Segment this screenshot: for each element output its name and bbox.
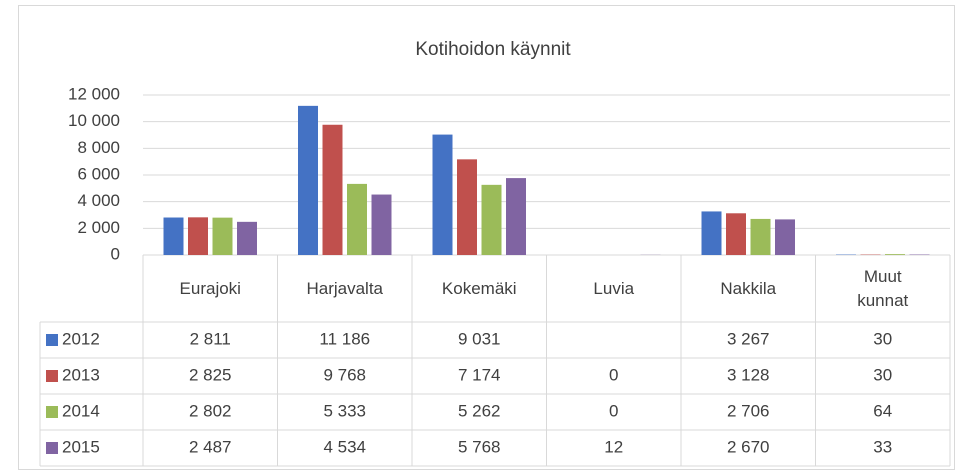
table-value: 33 <box>873 437 892 456</box>
bar <box>506 178 526 255</box>
category-label: Nakkila <box>720 278 777 298</box>
bar <box>457 159 477 255</box>
table-value: 3 128 <box>727 365 770 384</box>
category-label: Kokemäki <box>441 278 517 298</box>
bar <box>212 217 233 255</box>
table-value: 5 333 <box>323 401 366 420</box>
table-value: 5 768 <box>458 437 501 456</box>
bar <box>750 218 771 255</box>
y-tick-label: 10 000 <box>68 111 120 130</box>
y-tick-label: 0 <box>111 244 120 263</box>
table-value: 0 <box>609 401 618 420</box>
table-value: 2 706 <box>727 401 770 420</box>
legend-swatch <box>46 334 58 346</box>
bar <box>237 221 257 255</box>
table-value: 2 802 <box>189 401 232 420</box>
category-label: Muut kunnat <box>857 266 909 310</box>
bar <box>298 105 318 255</box>
table-value: 64 <box>873 401 892 420</box>
table-value: 11 186 <box>319 329 370 348</box>
bar <box>347 183 367 255</box>
table-value: 30 <box>873 329 892 348</box>
table-value: 2 825 <box>189 365 232 384</box>
legend-label: 2013 <box>62 365 100 384</box>
chart-title: Kotihoidon käynnit <box>415 39 571 60</box>
table-value: 9 768 <box>323 365 366 384</box>
bar <box>188 217 208 255</box>
table-value: 7 174 <box>458 365 501 384</box>
table-value: 2 811 <box>190 329 231 348</box>
bar <box>885 254 905 255</box>
bar <box>371 194 392 255</box>
legend-swatch <box>46 442 58 454</box>
table-value: 3 267 <box>727 329 770 348</box>
y-tick-label: 4 000 <box>77 191 120 210</box>
table-value: 5 262 <box>458 401 501 420</box>
category-label: Luvia <box>593 278 635 298</box>
table-value: 0 <box>609 365 618 384</box>
y-tick-label: 12 000 <box>68 84 120 103</box>
legend-label: 2014 <box>62 401 100 420</box>
bar <box>481 184 502 255</box>
legend-swatch <box>46 406 58 418</box>
legend-label: 2015 <box>62 437 100 456</box>
bar <box>775 219 795 255</box>
table-value: 30 <box>873 365 892 384</box>
table-value: 2 487 <box>189 437 232 456</box>
table-value: 2 670 <box>727 437 770 456</box>
bar <box>701 211 722 255</box>
table-value: 12 <box>604 437 623 456</box>
table-value: 9 031 <box>458 329 501 348</box>
table-value: 4 534 <box>323 437 366 456</box>
bar <box>322 124 343 255</box>
bar <box>432 134 453 255</box>
category-label: Harjavalta <box>306 278 384 298</box>
bar <box>163 217 184 255</box>
y-tick-label: 2 000 <box>77 218 120 237</box>
legend-swatch <box>46 370 58 382</box>
category-label: Eurajoki <box>179 278 241 298</box>
legend-label: 2012 <box>62 329 100 348</box>
y-tick-label: 6 000 <box>77 164 120 183</box>
bar <box>726 213 746 255</box>
y-tick-label: 8 000 <box>77 138 120 157</box>
